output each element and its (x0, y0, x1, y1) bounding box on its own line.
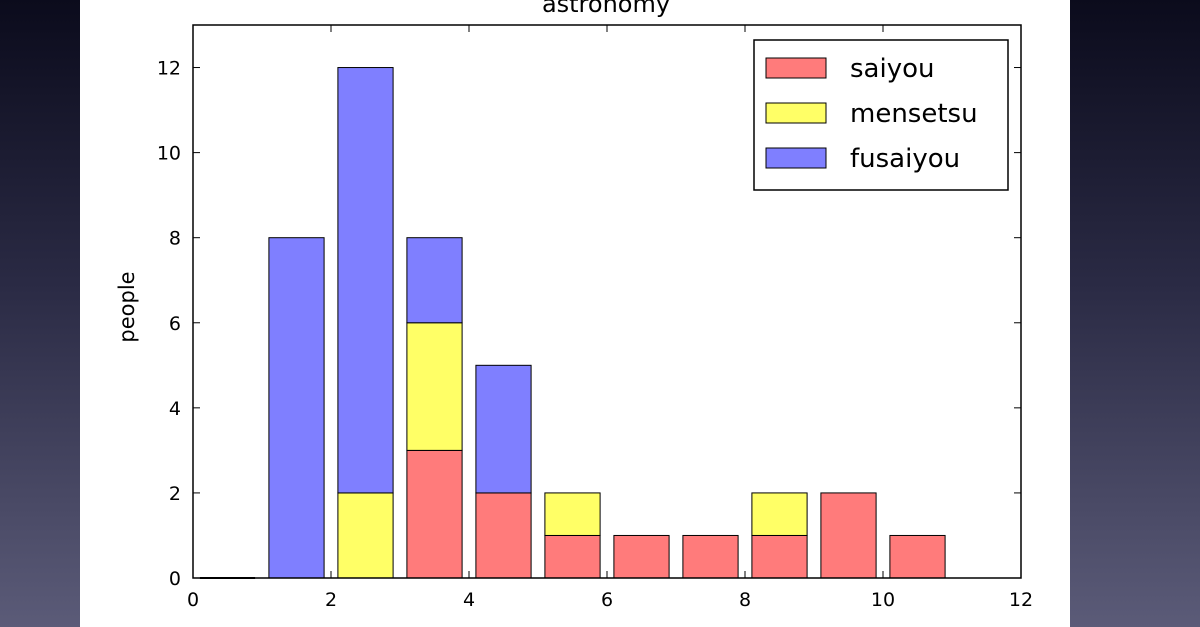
legend-swatch-mensetsu (765, 102, 827, 124)
bar-mensetsu-6 (544, 492, 601, 536)
legend: saiyou mensetsu fusaiyou (753, 39, 1009, 191)
bar-saiyou-7 (613, 534, 670, 579)
bar-mensetsu-4 (406, 322, 463, 451)
x-tick-label-0: 0 (187, 589, 199, 611)
x-tick-label-12: 12 (1009, 589, 1033, 611)
bar-saiyou-9 (751, 534, 808, 579)
legend-swatch-fusaiyou (765, 147, 827, 169)
legend-label-fusaiyou: fusaiyou (850, 144, 960, 174)
y-tick-label-8: 8 (169, 228, 181, 250)
bar-saiyou-10 (820, 492, 877, 579)
bar-mensetsu-3 (337, 492, 394, 579)
chart-title: astronomy (542, 0, 670, 18)
bar-saiyou-5 (475, 492, 532, 579)
bar-fusaiyou-3 (337, 67, 394, 494)
y-tick-label-6: 6 (169, 313, 181, 335)
bar-fusaiyou-2 (268, 237, 325, 579)
plot-frame (192, 24, 1022, 579)
x-tick-label-8: 8 (739, 589, 751, 611)
y-tick-label-4: 4 (169, 398, 181, 420)
legend-label-saiyou: saiyou (850, 54, 934, 84)
ticks-group: 0 2 4 6 8 10 12 0 2 4 6 8 10 12 (157, 25, 1033, 611)
x-tick-label-10: 10 (871, 589, 895, 611)
bar-saiyou-4 (406, 449, 463, 579)
x-tick-label-4: 4 (463, 589, 475, 611)
y-tick-label-2: 2 (169, 483, 181, 505)
x-tick-label-6: 6 (601, 589, 613, 611)
y-tick-label-12: 12 (157, 58, 181, 80)
legend-swatch-saiyou (765, 57, 827, 79)
chart-figure: astronomy people 0 2 4 6 8 10 12 0 2 4 6 8 10 12 saiy… (80, 0, 1070, 627)
chart-svg: astronomy people 0 2 4 6 8 10 12 0 2 4 6 8 10 12 saiy… (115, 0, 1033, 611)
bar-fusaiyou-4 (406, 237, 463, 324)
x-tick-label-2: 2 (325, 589, 337, 611)
y-axis-label: people (115, 271, 139, 342)
y-tick-label-10: 10 (157, 143, 181, 165)
bar-saiyou-8 (682, 534, 739, 579)
bar-saiyou-6 (544, 534, 601, 579)
bar-saiyou-11 (889, 534, 946, 579)
y-tick-label-0: 0 (169, 568, 181, 590)
legend-label-mensetsu: mensetsu (850, 99, 978, 129)
bar-fusaiyou-5 (475, 364, 532, 494)
bars-group (199, 67, 946, 579)
bar-mensetsu-9 (751, 492, 808, 536)
